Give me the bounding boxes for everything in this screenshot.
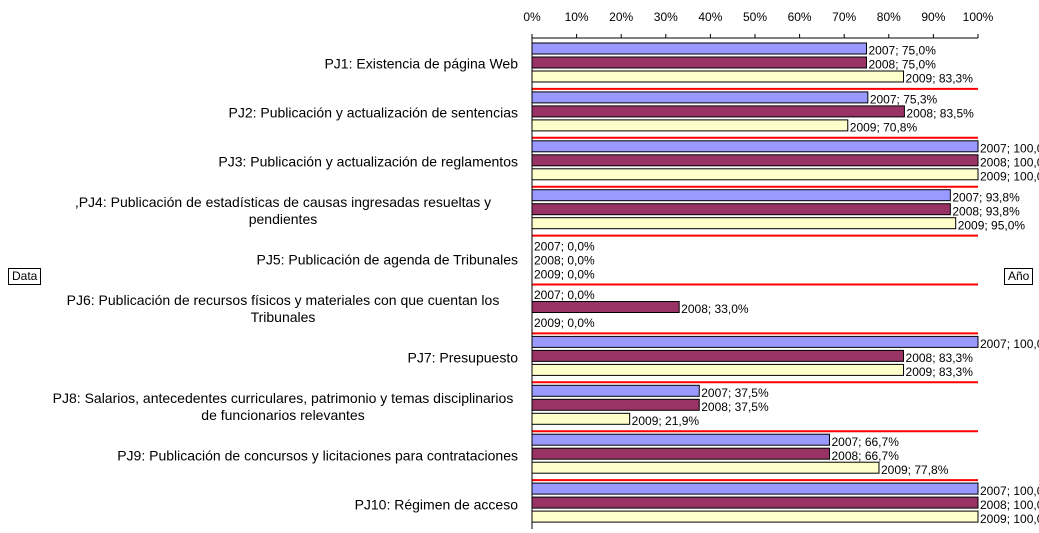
category-text: PJ9: Publicación de concursos y licitaci… (117, 447, 518, 464)
bar (531, 301, 680, 313)
category-text: PJ1: Existencia de página Web (324, 55, 518, 72)
data-label: 2008; 100,0% (980, 155, 1039, 169)
category-text: PJ7: Presupuesto (407, 349, 518, 366)
data-label: 2009; 70,8% (850, 121, 918, 135)
data-label: 2007; 0,0% (534, 288, 595, 302)
bar (531, 412, 631, 425)
left-label: Data (8, 268, 42, 285)
bar (531, 42, 867, 55)
category-text: PJ3: Publicación y actualización de regl… (218, 153, 518, 170)
bar (531, 105, 905, 118)
category-label: ,PJ4: Publicación de estadísticas de cau… (48, 194, 518, 228)
data-label: 2007; 0,0% (534, 239, 595, 253)
category-label: PJ10: Régimen de acceso (48, 496, 518, 513)
category-text: PJ5: Publicación de agenda de Tribunales (256, 251, 518, 268)
bar (531, 189, 951, 202)
bar (531, 91, 869, 104)
bar (531, 70, 905, 83)
x-tick-label: 70% (832, 10, 856, 24)
data-label: 2009; 0,0% (534, 267, 595, 281)
bar (531, 433, 830, 446)
data-label: 2009; 100,0% (980, 512, 1039, 526)
category-label: PJ1: Existencia de página Web (48, 56, 518, 73)
x-tick-label: 60% (788, 10, 812, 24)
bar (531, 384, 700, 397)
bar (531, 140, 979, 153)
category-text: PJ6: Publicación de recursos físicos y m… (66, 291, 500, 325)
data-label: 2008; 33,0% (681, 302, 749, 316)
bar (531, 217, 957, 230)
data-label: 2008; 75,0% (869, 58, 937, 72)
bar (531, 496, 979, 509)
category-text: ,PJ4: Publicación de estadísticas de cau… (74, 194, 492, 228)
x-tick-label: 30% (654, 10, 678, 24)
data-label: 2008; 0,0% (534, 253, 595, 267)
category-text: PJ2: Publicación y actualización de sent… (228, 104, 518, 121)
data-label: 2009; 0,0% (534, 316, 595, 330)
data-label: 2007; 100,0% (980, 141, 1039, 155)
category-label: PJ6: Publicación de recursos físicos y m… (48, 292, 518, 326)
bar (531, 398, 700, 411)
bar (531, 203, 951, 216)
bar (531, 154, 979, 167)
category-label: PJ9: Publicación de concursos y licitaci… (48, 447, 518, 464)
x-tick-label: 40% (698, 10, 722, 24)
x-tick-label: 90% (921, 10, 945, 24)
data-label: 2007; 66,7% (831, 435, 899, 449)
data-label: 2008; 66,7% (831, 449, 899, 463)
data-label: 2009; 83,3% (906, 365, 974, 379)
x-tick-label: 20% (609, 10, 633, 24)
bar (531, 461, 880, 474)
data-label: 2008; 100,0% (980, 498, 1039, 512)
data-label: 2007; 100,0% (980, 337, 1039, 351)
x-tick-label: 100% (963, 10, 994, 24)
data-label: 2009; 77,8% (881, 463, 949, 477)
data-label: 2009; 95,0% (958, 218, 1026, 232)
category-label: PJ2: Publicación y actualización de sent… (48, 105, 518, 122)
bar (531, 335, 979, 348)
category-text: PJ10: Régimen de acceso (354, 496, 518, 513)
right-label: Año (1004, 268, 1034, 285)
x-tick-label: 50% (743, 10, 767, 24)
x-tick-label: 10% (565, 10, 589, 24)
data-label: 2009; 100,0% (980, 169, 1039, 183)
data-label: 2008; 37,5% (701, 400, 769, 414)
data-label: 2007; 93,8% (952, 190, 1020, 204)
category-label: PJ7: Presupuesto (48, 349, 518, 366)
x-tick-label: 80% (877, 10, 901, 24)
data-label: 2009; 21,9% (632, 414, 700, 428)
bar (531, 363, 905, 376)
category-text: PJ8: Salarios, antecedentes curriculares… (52, 389, 514, 423)
data-label: 2007; 37,5% (701, 386, 769, 400)
data-label: 2009; 83,3% (906, 72, 974, 86)
bar (531, 168, 979, 181)
bar (531, 482, 979, 495)
bar (531, 510, 979, 523)
category-label: PJ8: Salarios, antecedentes curriculares… (48, 390, 518, 424)
bar (531, 349, 905, 362)
data-label: 2008; 83,5% (906, 107, 974, 121)
bar (531, 447, 830, 460)
data-label: 2007; 75,3% (870, 93, 938, 107)
data-label: 2007; 75,0% (869, 44, 937, 58)
data-label: 2008; 83,3% (906, 351, 974, 365)
bar (531, 56, 867, 69)
x-tick-label: 0% (523, 10, 541, 24)
category-label: PJ3: Publicación y actualización de regl… (48, 154, 518, 171)
data-label: 2008; 93,8% (952, 204, 1020, 218)
bar (531, 119, 849, 132)
data-label: 2007; 100,0% (980, 484, 1039, 498)
category-label: PJ5: Publicación de agenda de Tribunales (48, 252, 518, 269)
